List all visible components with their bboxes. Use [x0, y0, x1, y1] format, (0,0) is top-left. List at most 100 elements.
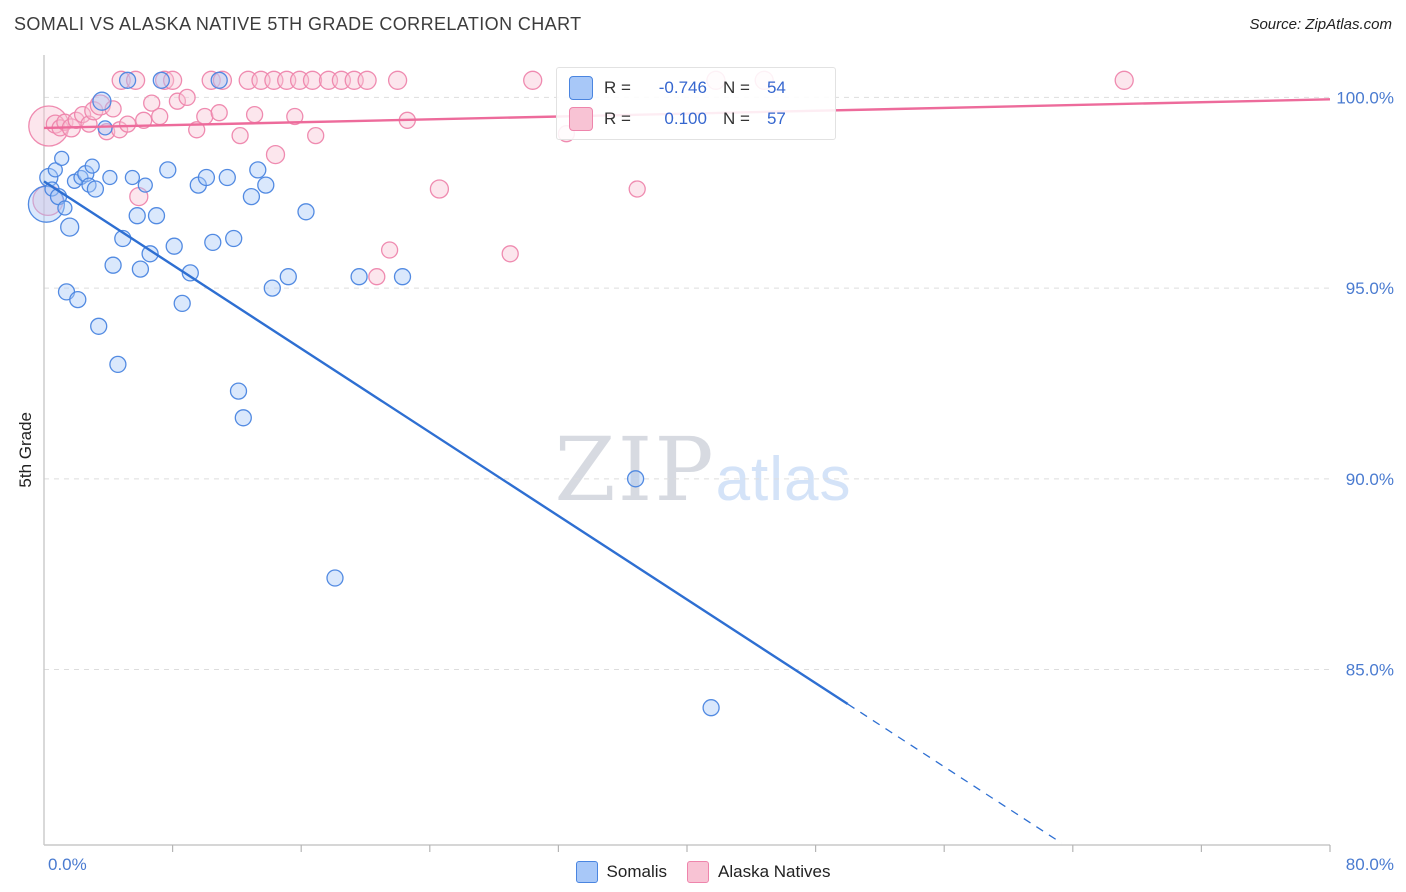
alaska-native-point	[265, 144, 286, 165]
n-label: N =	[722, 78, 750, 97]
somali-point	[128, 207, 146, 225]
somali-point	[225, 229, 243, 248]
x-max-label: 80.0%	[1346, 855, 1394, 874]
alaska-native-point	[501, 245, 519, 263]
x-min-label: 0.0%	[48, 855, 87, 874]
alaska-native-point	[387, 70, 408, 90]
n-value: 54	[766, 78, 786, 97]
axes: 0.0% 80.0%	[43, 55, 1394, 874]
somali-point	[173, 294, 191, 313]
somali-point	[47, 162, 63, 178]
y-tick-label: 90.0%	[1346, 470, 1394, 489]
n-value: 57	[766, 109, 786, 128]
somali-point	[242, 187, 261, 206]
legend-item-label: Somalis	[606, 862, 668, 881]
somali-point	[263, 279, 281, 297]
somali-point	[626, 470, 645, 488]
alaska-native-point	[168, 92, 187, 110]
alaska-native-point	[357, 70, 377, 90]
somali-point	[204, 233, 222, 252]
somali-point	[249, 161, 267, 179]
somali-point	[92, 91, 112, 111]
alaska-native-point	[231, 126, 249, 145]
r-value: 0.100	[664, 109, 707, 128]
alaska-native-point	[429, 179, 450, 199]
somali-point	[104, 256, 122, 274]
alaska-native-point	[104, 100, 122, 118]
alaska-native-point	[73, 105, 92, 124]
correlation-legend: R = -0.746 N = 54 R = 0.100 N = 57	[556, 67, 836, 140]
alaska-native-point	[118, 115, 137, 133]
somali-point	[86, 180, 105, 198]
legend-item-somalis: Somalis	[575, 861, 668, 883]
r-label: R =	[604, 109, 631, 128]
somali-point	[97, 120, 113, 136]
somali-point	[124, 169, 141, 186]
alaska-native-swatch-icon	[687, 861, 710, 883]
somali-point	[181, 264, 199, 282]
somali-point	[152, 71, 170, 89]
somali-point	[165, 237, 183, 255]
somali-point	[69, 290, 87, 309]
somali-point	[131, 260, 150, 278]
somali-point	[350, 268, 368, 286]
somali-point	[141, 245, 159, 263]
alaska-native-point	[523, 70, 543, 90]
r-label: R =	[604, 78, 631, 97]
n-label: N =	[722, 109, 750, 128]
series-legend: Somalis Alaska Natives	[0, 861, 1406, 883]
legend-row-somalis: R = -0.746 N = 54	[569, 76, 823, 100]
alaska-native-point	[143, 94, 161, 112]
alaska-native-point	[111, 70, 131, 90]
alaska-native-point	[1114, 70, 1134, 90]
legend-item-alaska-natives: Alaska Natives	[687, 861, 830, 883]
alaska-native-point	[178, 88, 196, 107]
somali-point	[84, 158, 100, 174]
somali-point	[102, 169, 118, 186]
alaska-native-point	[32, 184, 64, 217]
somali-point	[109, 355, 127, 374]
somali-point	[54, 150, 70, 167]
alaska-native-point	[307, 126, 325, 145]
alaska-native-point	[380, 241, 399, 259]
r-value: -0.746	[658, 78, 707, 97]
somali-point	[218, 168, 236, 187]
alaska-native-point	[302, 70, 323, 90]
somali-point	[297, 203, 315, 221]
y-tick-label: 100.0%	[1336, 88, 1394, 107]
somali-swatch-icon	[575, 861, 598, 883]
alaska-native-point	[245, 105, 264, 124]
alaska-native-point	[628, 180, 646, 198]
somali-point	[326, 569, 344, 587]
somali-point	[159, 161, 177, 179]
alaska-native-point	[151, 107, 169, 126]
alaska-native-point	[286, 107, 304, 126]
somali-point	[57, 200, 73, 216]
source-attribution: Source: ZipAtlas.com	[1249, 16, 1392, 33]
somali-point	[147, 207, 166, 225]
somali-point	[279, 268, 297, 286]
somali-point	[137, 177, 153, 193]
somali-point	[229, 382, 248, 400]
alaska-native-point	[154, 70, 175, 90]
somali-point	[60, 217, 80, 237]
gridlines: 100.0% 95.0% 90.0% 85.0%	[44, 88, 1394, 680]
somali-point	[90, 317, 108, 335]
somali-point	[257, 176, 275, 194]
y-tick-label: 85.0%	[1346, 661, 1394, 680]
somali-swatch-icon	[569, 76, 593, 100]
alaska-native-swatch-icon	[569, 107, 593, 131]
y-tick-label: 95.0%	[1346, 279, 1394, 298]
somalis-points	[27, 71, 720, 717]
alaska-native-point	[368, 268, 386, 286]
somali-point	[197, 168, 216, 187]
legend-item-label: Alaska Natives	[718, 862, 831, 881]
somali-point	[234, 409, 252, 427]
alaska-native-point	[210, 104, 228, 122]
page-title: SOMALI VS ALASKA NATIVE 5TH GRADE CORREL…	[14, 14, 582, 34]
alaska-native-point	[135, 111, 153, 129]
somali-point	[702, 699, 720, 717]
somalis-trend-line	[43, 180, 1062, 844]
